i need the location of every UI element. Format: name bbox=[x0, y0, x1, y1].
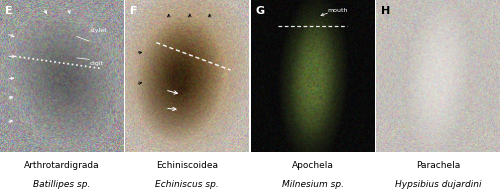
Text: F: F bbox=[130, 6, 138, 16]
Text: Hypsibius dujardini: Hypsibius dujardini bbox=[395, 180, 482, 189]
Text: stylet: stylet bbox=[89, 28, 107, 33]
Text: Milnesium sp.: Milnesium sp. bbox=[282, 180, 344, 189]
Text: digit: digit bbox=[89, 61, 103, 67]
Text: Parachela: Parachela bbox=[416, 161, 460, 170]
Text: H: H bbox=[381, 6, 390, 16]
Text: G: G bbox=[256, 6, 265, 16]
Text: E: E bbox=[5, 6, 12, 16]
Text: Echiniscoidea: Echiniscoidea bbox=[156, 161, 218, 170]
Text: Arthrotardigrada: Arthrotardigrada bbox=[24, 161, 100, 170]
Text: Apochela: Apochela bbox=[292, 161, 334, 170]
Text: Batillipes sp.: Batillipes sp. bbox=[33, 180, 90, 189]
Text: mouth: mouth bbox=[328, 8, 348, 13]
Text: Echiniscus sp.: Echiniscus sp. bbox=[156, 180, 219, 189]
